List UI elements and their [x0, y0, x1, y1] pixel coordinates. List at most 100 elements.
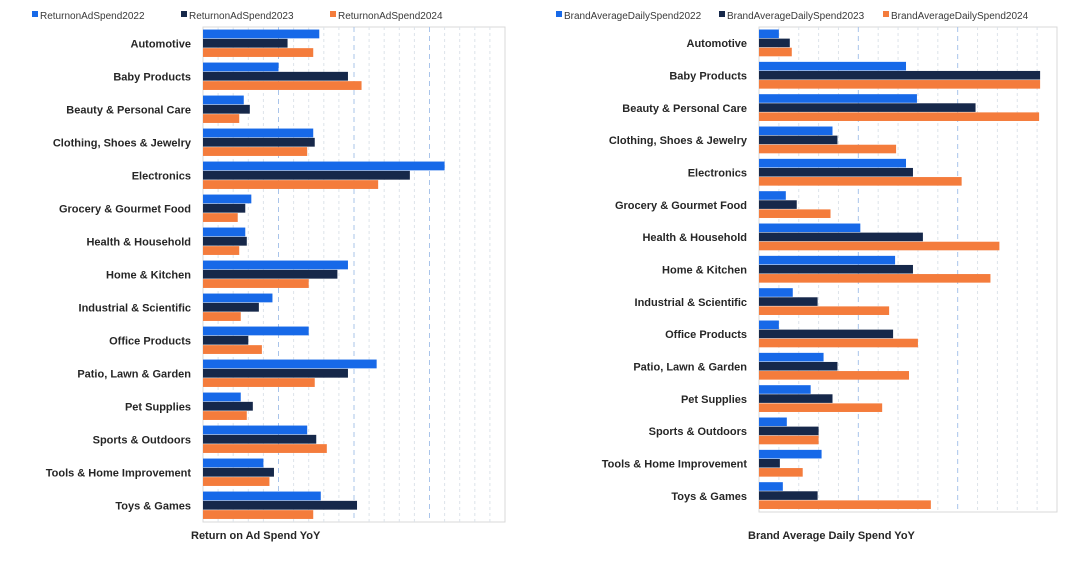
- bar-beauty-and-personal-care-1: [759, 94, 917, 103]
- category-label: Patio, Lawn & Garden: [77, 369, 191, 381]
- bar-home-and-kitchen-3: [203, 279, 309, 288]
- category-label: Pet Supplies: [681, 394, 747, 406]
- bar-patio-lawn-and-garden-3: [759, 371, 909, 380]
- bar-sports-and-outdoors-2: [203, 434, 317, 444]
- category-label: Electronics: [688, 168, 747, 180]
- legend-swatch-2: [181, 11, 187, 17]
- legend-swatch-3: [330, 11, 336, 17]
- category-label: Office Products: [109, 336, 191, 348]
- bar-automotive-1: [203, 29, 320, 39]
- bar-baby-products-3: [203, 81, 362, 90]
- bar-beauty-and-personal-care-2: [759, 103, 976, 112]
- bar-tools-and-home-improvement-2: [203, 467, 274, 477]
- bar-tools-and-home-improvement-2: [759, 458, 780, 468]
- bars: [759, 29, 1041, 509]
- bar-automotive-2: [759, 38, 790, 48]
- bar-tools-and-home-improvement-3: [759, 468, 803, 477]
- bar-office-products-2: [203, 335, 249, 345]
- category-label: Beauty & Personal Care: [66, 105, 191, 117]
- category-label: Pet Supplies: [125, 402, 191, 414]
- bar-industrial-and-scientific-3: [759, 306, 890, 315]
- legend-label: BrandAverageDailySpend2022: [564, 11, 702, 22]
- bar-beauty-and-personal-care-2: [203, 104, 250, 114]
- category-label: Clothing, Shoes & Jewelry: [53, 138, 192, 150]
- x-axis-title: Return on Ad Spend YoY: [191, 530, 321, 542]
- bar-sports-and-outdoors-1: [203, 425, 308, 435]
- bar-health-and-household-1: [759, 223, 861, 233]
- legend: BrandAverageDailySpend2022 BrandAverageDa…: [556, 11, 1029, 22]
- bar-office-products-1: [759, 320, 779, 330]
- category-label: Industrial & Scientific: [79, 303, 191, 315]
- bar-office-products-3: [203, 345, 262, 354]
- x-axis-title: Brand Average Daily Spend YoY: [748, 530, 916, 542]
- bar-industrial-and-scientific-3: [203, 312, 241, 321]
- bar-toys-and-games-1: [759, 482, 783, 491]
- bar-grocery-and-gourmet-food-2: [203, 203, 246, 213]
- bar-home-and-kitchen-1: [759, 255, 896, 265]
- bar-health-and-household-3: [203, 246, 240, 255]
- legend-label: BrandAverageDailySpend2024: [891, 11, 1029, 22]
- bar-clothing-shoes-and-jewelry-1: [759, 126, 833, 136]
- bar-sports-and-outdoors-3: [203, 444, 327, 453]
- bar-pet-supplies-1: [203, 392, 241, 402]
- bar-industrial-and-scientific-2: [203, 302, 259, 312]
- brand-average-daily-spend-chart: BrandAverageDailySpend2022 BrandAverageDa…: [556, 11, 1058, 542]
- bar-clothing-shoes-and-jewelry-1: [203, 128, 314, 138]
- bar-baby-products-1: [203, 62, 279, 72]
- bar-electronics-1: [759, 158, 907, 168]
- bar-clothing-shoes-and-jewelry-3: [203, 147, 308, 156]
- legend-swatch-1: [32, 11, 38, 17]
- bars: [203, 29, 445, 519]
- bar-grocery-and-gourmet-food-1: [759, 191, 786, 200]
- bar-baby-products-3: [759, 80, 1041, 89]
- category-label: Toys & Games: [115, 501, 191, 513]
- bar-tools-and-home-improvement-1: [203, 458, 264, 468]
- category-label: Baby Products: [669, 71, 747, 83]
- bar-grocery-and-gourmet-food-1: [203, 194, 252, 204]
- bar-automotive-3: [759, 47, 792, 57]
- category-label: Tools & Home Improvement: [602, 459, 748, 471]
- category-label: Beauty & Personal Care: [622, 103, 747, 115]
- bar-automotive-2: [203, 38, 288, 48]
- category-label: Sports & Outdoors: [93, 435, 191, 447]
- bar-grocery-and-gourmet-food-3: [759, 209, 831, 218]
- bar-home-and-kitchen-2: [203, 269, 338, 279]
- bar-automotive-1: [759, 29, 779, 39]
- category-label: Office Products: [665, 329, 747, 341]
- category-label: Health & Household: [86, 237, 191, 249]
- legend-swatch-2: [719, 11, 725, 17]
- bar-health-and-household-3: [759, 241, 1000, 251]
- legend: ReturnonAdSpend2022 ReturnonAdSpend2023 Re…: [32, 11, 443, 22]
- bar-toys-and-games-1: [203, 491, 321, 501]
- bar-office-products-2: [759, 329, 894, 339]
- bar-patio-lawn-and-garden-1: [759, 352, 824, 362]
- bar-toys-and-games-2: [759, 491, 818, 500]
- bar-pet-supplies-3: [203, 411, 247, 420]
- bar-patio-lawn-and-garden-3: [203, 378, 315, 387]
- bar-industrial-and-scientific-1: [759, 288, 793, 297]
- legend-label: ReturnonAdSpend2022: [40, 11, 145, 22]
- bar-sports-and-outdoors-2: [759, 426, 819, 436]
- category-label: Health & Household: [642, 232, 747, 244]
- legend-label: ReturnonAdSpend2024: [338, 11, 443, 22]
- bar-home-and-kitchen-1: [203, 260, 348, 270]
- bar-pet-supplies-3: [759, 403, 883, 412]
- category-label: Electronics: [132, 171, 191, 183]
- category-label: Home & Kitchen: [106, 270, 191, 282]
- bar-electronics-3: [759, 177, 962, 186]
- bar-health-and-household-2: [203, 236, 247, 246]
- bar-office-products-1: [203, 326, 309, 336]
- bar-toys-and-games-3: [759, 500, 931, 509]
- bar-patio-lawn-and-garden-1: [203, 359, 377, 369]
- bar-health-and-household-1: [203, 227, 246, 237]
- bar-beauty-and-personal-care-1: [203, 95, 244, 105]
- bar-patio-lawn-and-garden-2: [759, 361, 838, 371]
- bar-industrial-and-scientific-1: [203, 293, 273, 303]
- legend-label: BrandAverageDailySpend2023: [727, 11, 865, 22]
- bar-grocery-and-gourmet-food-2: [759, 200, 797, 209]
- bar-pet-supplies-1: [759, 385, 811, 394]
- bar-patio-lawn-and-garden-2: [203, 368, 348, 378]
- category-label: Automotive: [131, 39, 192, 51]
- bar-pet-supplies-2: [759, 394, 833, 403]
- bar-tools-and-home-improvement-3: [203, 477, 270, 486]
